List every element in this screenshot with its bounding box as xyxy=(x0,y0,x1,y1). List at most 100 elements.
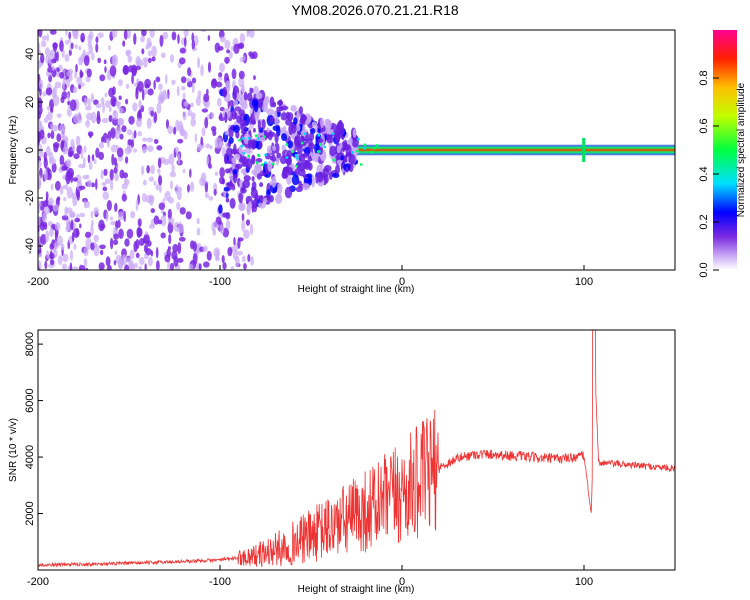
spectrogram-blob xyxy=(49,49,55,56)
spectrogram-blob xyxy=(42,91,47,97)
spectrogram-blob xyxy=(316,171,325,183)
spectrogram-blob xyxy=(226,182,231,188)
spectrogram-blob xyxy=(95,43,99,53)
spectrogram-blob xyxy=(173,126,177,135)
spectrogram-blob xyxy=(118,107,124,114)
spectrogram-blob xyxy=(332,158,336,162)
spectrogram-blob xyxy=(77,56,84,66)
spectrogram-blob xyxy=(64,40,70,45)
spectrogram-blob xyxy=(99,249,104,256)
spectrogram-blob xyxy=(255,166,263,172)
spectrogram-blob xyxy=(85,112,93,121)
spectrogram-blob xyxy=(64,183,68,191)
spectrogram-blob xyxy=(48,220,53,227)
spectrogram-blob xyxy=(230,266,234,270)
spectrogram-blob xyxy=(50,183,54,191)
spectrogram-blob xyxy=(272,125,280,132)
spectrogram-blob xyxy=(144,263,147,270)
spectrogram-blob xyxy=(215,216,222,225)
spectrogram-blob xyxy=(170,180,174,190)
spectrogram-x-tick-label: -100 xyxy=(209,276,231,288)
spectrogram-blob xyxy=(111,54,118,67)
spectrogram-blob xyxy=(180,76,187,84)
spectrogram-blob xyxy=(64,53,70,62)
spectrogram-blob xyxy=(116,144,119,149)
spectrogram-blob xyxy=(185,211,192,220)
spectrogram-blob xyxy=(370,150,374,154)
spectrogram-blob xyxy=(303,132,307,136)
spectrogram-blob xyxy=(196,143,203,152)
spectrogram-blob xyxy=(100,169,104,180)
spectrogram-blob xyxy=(142,179,147,186)
spectrogram-blob xyxy=(238,70,245,80)
spectrogram-band xyxy=(356,144,675,156)
colorbar: 0.0 0.2 0.4 0.6 0.8 Normalized spectral ampl… xyxy=(698,30,747,278)
spectrogram-blob xyxy=(119,133,124,140)
spectrogram-blob xyxy=(231,184,236,191)
spectrogram-x-ticks: -200 -100 0 100 xyxy=(27,265,593,288)
spectrogram-blob xyxy=(158,91,165,103)
spectrogram-blob xyxy=(318,143,322,146)
spectrogram-blob xyxy=(250,256,254,266)
spectrogram-blob xyxy=(59,71,65,79)
spectrogram-blob xyxy=(127,55,133,63)
spectrogram-blob xyxy=(208,162,212,169)
spectrogram-blob xyxy=(133,130,137,139)
spectrogram-blob xyxy=(298,106,303,115)
spectrogram-blob xyxy=(269,155,274,161)
spectrogram-blob xyxy=(273,110,278,119)
spectrogram-blob xyxy=(101,117,109,124)
spectrogram-blob xyxy=(308,175,313,186)
spectrogram-blob xyxy=(41,211,48,223)
spectrogram-blob xyxy=(168,233,172,245)
spectrogram-blob xyxy=(135,199,139,212)
spectrogram-blob xyxy=(38,200,42,208)
spectrogram-blob xyxy=(266,108,275,116)
spectrogram-blob xyxy=(151,45,157,58)
spectrogram-blob xyxy=(135,86,139,95)
snr-y-axis-title: SNR (10 * v/v) xyxy=(8,418,19,482)
spectrogram-blob xyxy=(187,67,192,77)
spectrogram-blob xyxy=(296,156,299,160)
spectrogram-blob xyxy=(259,182,264,188)
spectrogram-blob xyxy=(239,33,246,44)
spectrogram-blob xyxy=(264,153,268,157)
spectrogram-blob xyxy=(322,167,330,178)
spectrogram-blob xyxy=(79,212,86,218)
spectrogram-blob xyxy=(251,51,258,59)
spectrogram-blob xyxy=(112,117,119,126)
spectrogram-spike xyxy=(582,138,586,162)
spectrogram-blob xyxy=(88,160,93,171)
spectrogram-blob xyxy=(200,136,204,147)
spectrogram-blob xyxy=(97,32,104,38)
spectrogram-blob xyxy=(202,245,208,253)
spectrogram-blob xyxy=(151,56,156,62)
spectrogram-blob xyxy=(261,119,266,130)
spectrogram-blob xyxy=(240,187,247,194)
spectrogram-blob xyxy=(176,85,180,97)
spectrogram-blob xyxy=(143,234,150,244)
spectrogram-blob xyxy=(234,163,243,170)
spectrogram-blob xyxy=(158,185,162,193)
spectrogram-blob xyxy=(317,133,321,137)
spectrogram-blob xyxy=(66,107,72,117)
spectrogram-blob xyxy=(226,147,233,157)
colorbar-tick-label: 0.2 xyxy=(698,214,710,229)
spectrogram-x-tick-label: 0 xyxy=(399,276,405,288)
spectrogram-blob xyxy=(189,240,195,250)
spectrogram-blob xyxy=(72,266,79,270)
spectrogram-blob xyxy=(49,30,57,35)
spectrogram-blob xyxy=(237,250,243,256)
spectrogram-blob xyxy=(112,239,119,246)
spectrogram-blob xyxy=(156,168,161,174)
spectrogram-blob xyxy=(201,108,209,113)
spectrogram-blob xyxy=(77,180,82,186)
spectrogram-blob xyxy=(111,98,116,106)
spectrogram-blob xyxy=(74,44,78,49)
spectrogram-blob xyxy=(246,30,252,34)
spectrogram-blob xyxy=(336,159,343,165)
spectrogram-blob xyxy=(80,32,86,43)
spectrogram-blob xyxy=(105,256,111,267)
spectrogram-blob xyxy=(147,50,152,57)
spectrogram-blob xyxy=(306,173,313,178)
